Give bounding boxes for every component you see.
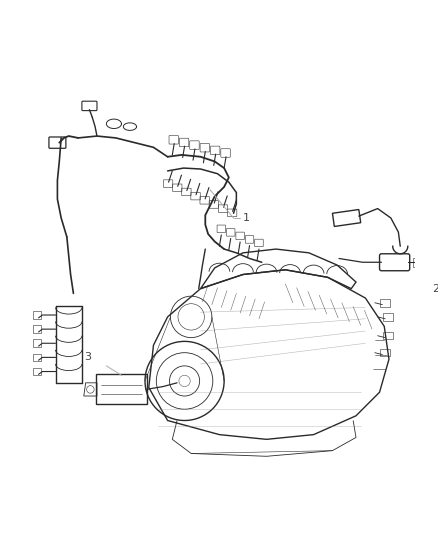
- Text: 1: 1: [243, 213, 250, 223]
- Bar: [33, 311, 42, 319]
- Bar: [33, 353, 42, 361]
- Bar: [383, 332, 393, 340]
- Bar: [381, 299, 390, 306]
- Bar: [413, 257, 423, 267]
- Text: 3: 3: [84, 352, 91, 362]
- Bar: [33, 325, 42, 333]
- Text: 2: 2: [432, 284, 438, 294]
- Bar: [381, 349, 390, 357]
- Bar: [383, 313, 393, 321]
- Bar: [33, 340, 42, 347]
- Bar: [33, 368, 42, 375]
